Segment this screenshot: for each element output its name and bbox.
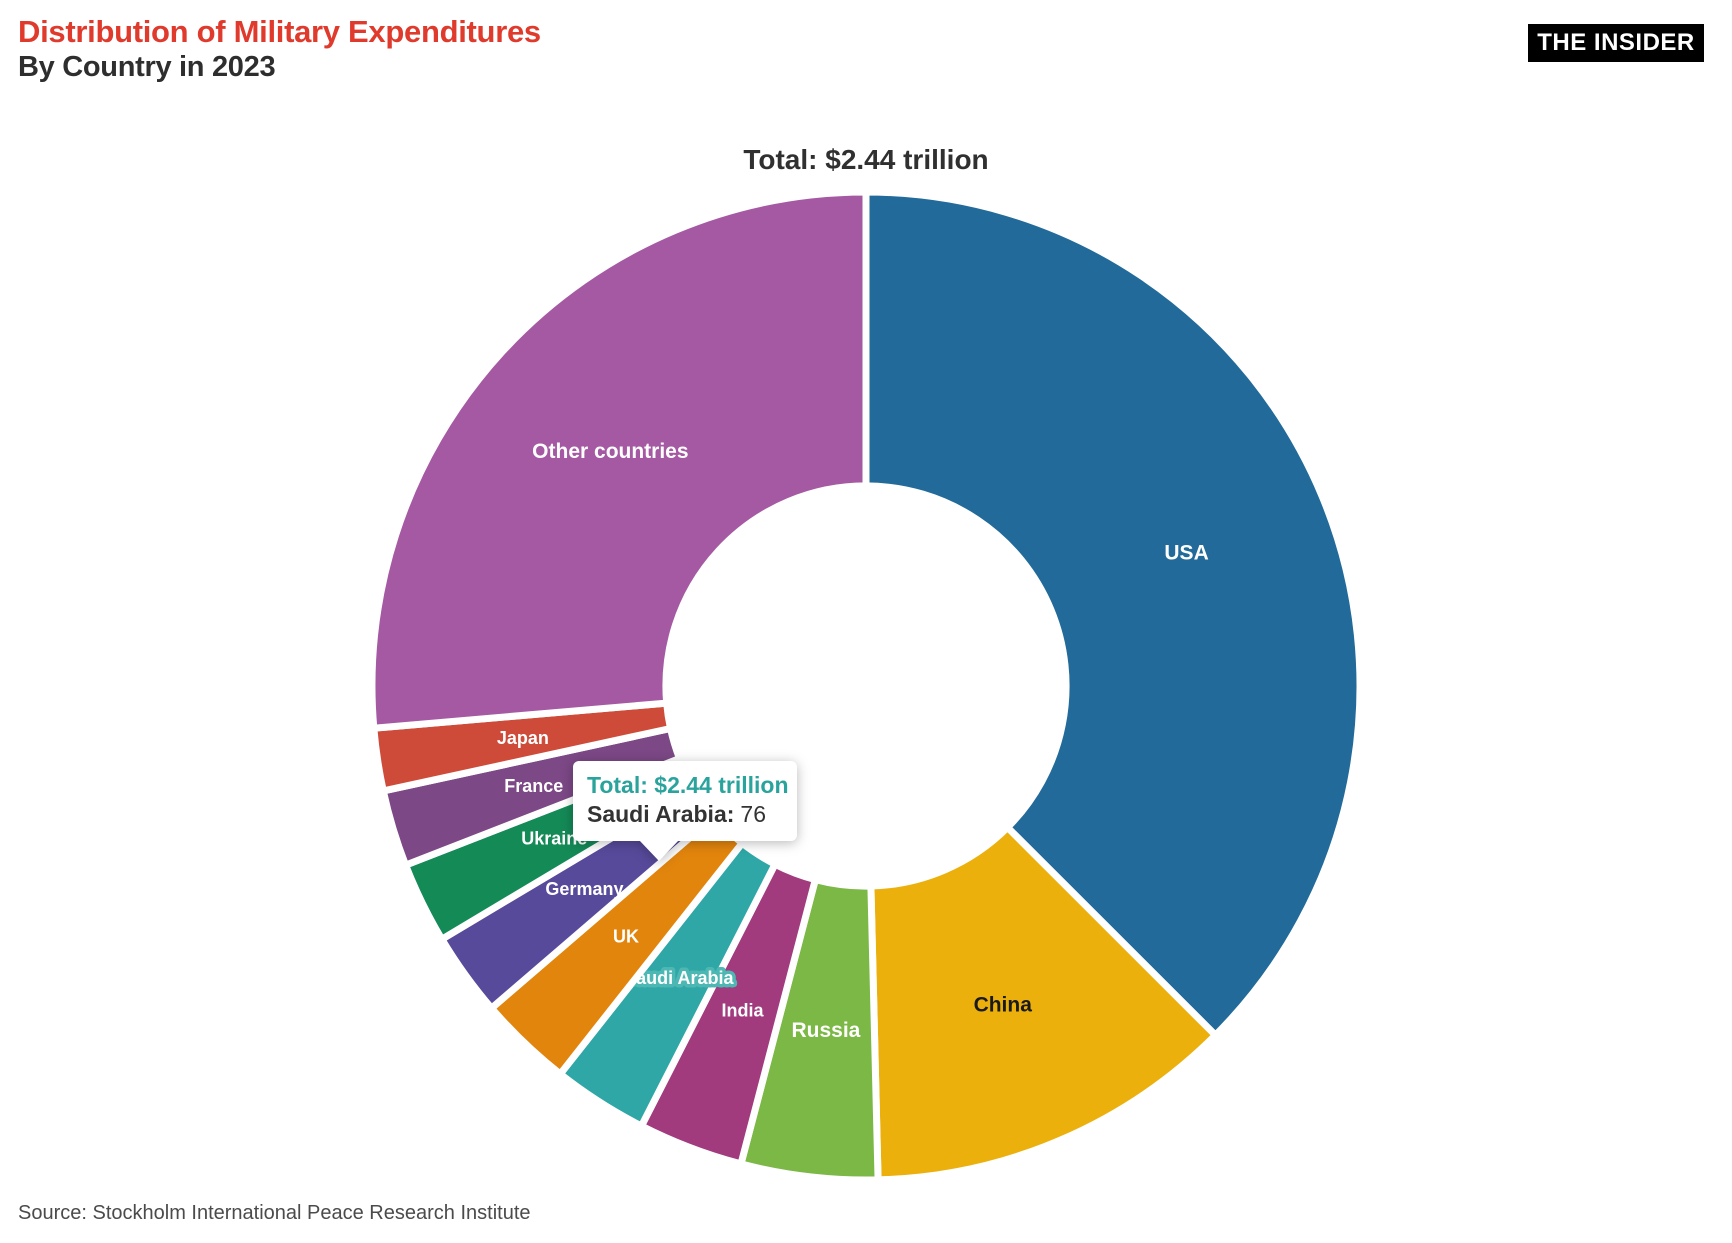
slice-label-france: France	[504, 776, 563, 796]
tooltip-series-label: Saudi Arabia:	[587, 800, 735, 827]
slice-label-germany: Germany	[545, 879, 623, 899]
pie-slice-other-countries[interactable]	[368, 188, 870, 732]
chart-header: Distribution of Military Expenditures By…	[18, 14, 541, 84]
tooltip-series-row: Saudi Arabia: 76	[587, 800, 783, 830]
tooltip: Total: $2.44 trillion Saudi Arabia: 76	[573, 761, 797, 861]
slice-label-russia: Russia	[791, 1019, 860, 1042]
slice-label-uk: UK	[613, 927, 639, 947]
page-title: Distribution of Military Expenditures	[18, 14, 541, 49]
slice-label-other-countries: Other countries	[532, 440, 688, 463]
pie-slice-china[interactable]	[867, 823, 1219, 1184]
slice-label-usa: USA	[1164, 542, 1208, 565]
slice-label-ukraine: Ukraine	[521, 828, 587, 848]
pie-slice-usa[interactable]	[862, 188, 1364, 1039]
slice-label-saudi-arabia: Saudi Arabia	[624, 968, 734, 988]
slice-label-china: China	[974, 993, 1033, 1016]
tooltip-series-value: 76	[740, 800, 766, 827]
source-note: Source: Stockholm International Peace Re…	[18, 1202, 531, 1224]
slice-label-india: India	[721, 1000, 764, 1020]
page-subtitle: By Country in 2023	[18, 50, 276, 83]
chart-total-heading: Total: $2.44 trillion	[743, 144, 989, 175]
brand-logo: THE INSIDER	[1528, 24, 1704, 62]
slice-label-japan: Japan	[497, 728, 549, 748]
tooltip-total: Total: $2.44 trillion	[587, 772, 789, 798]
